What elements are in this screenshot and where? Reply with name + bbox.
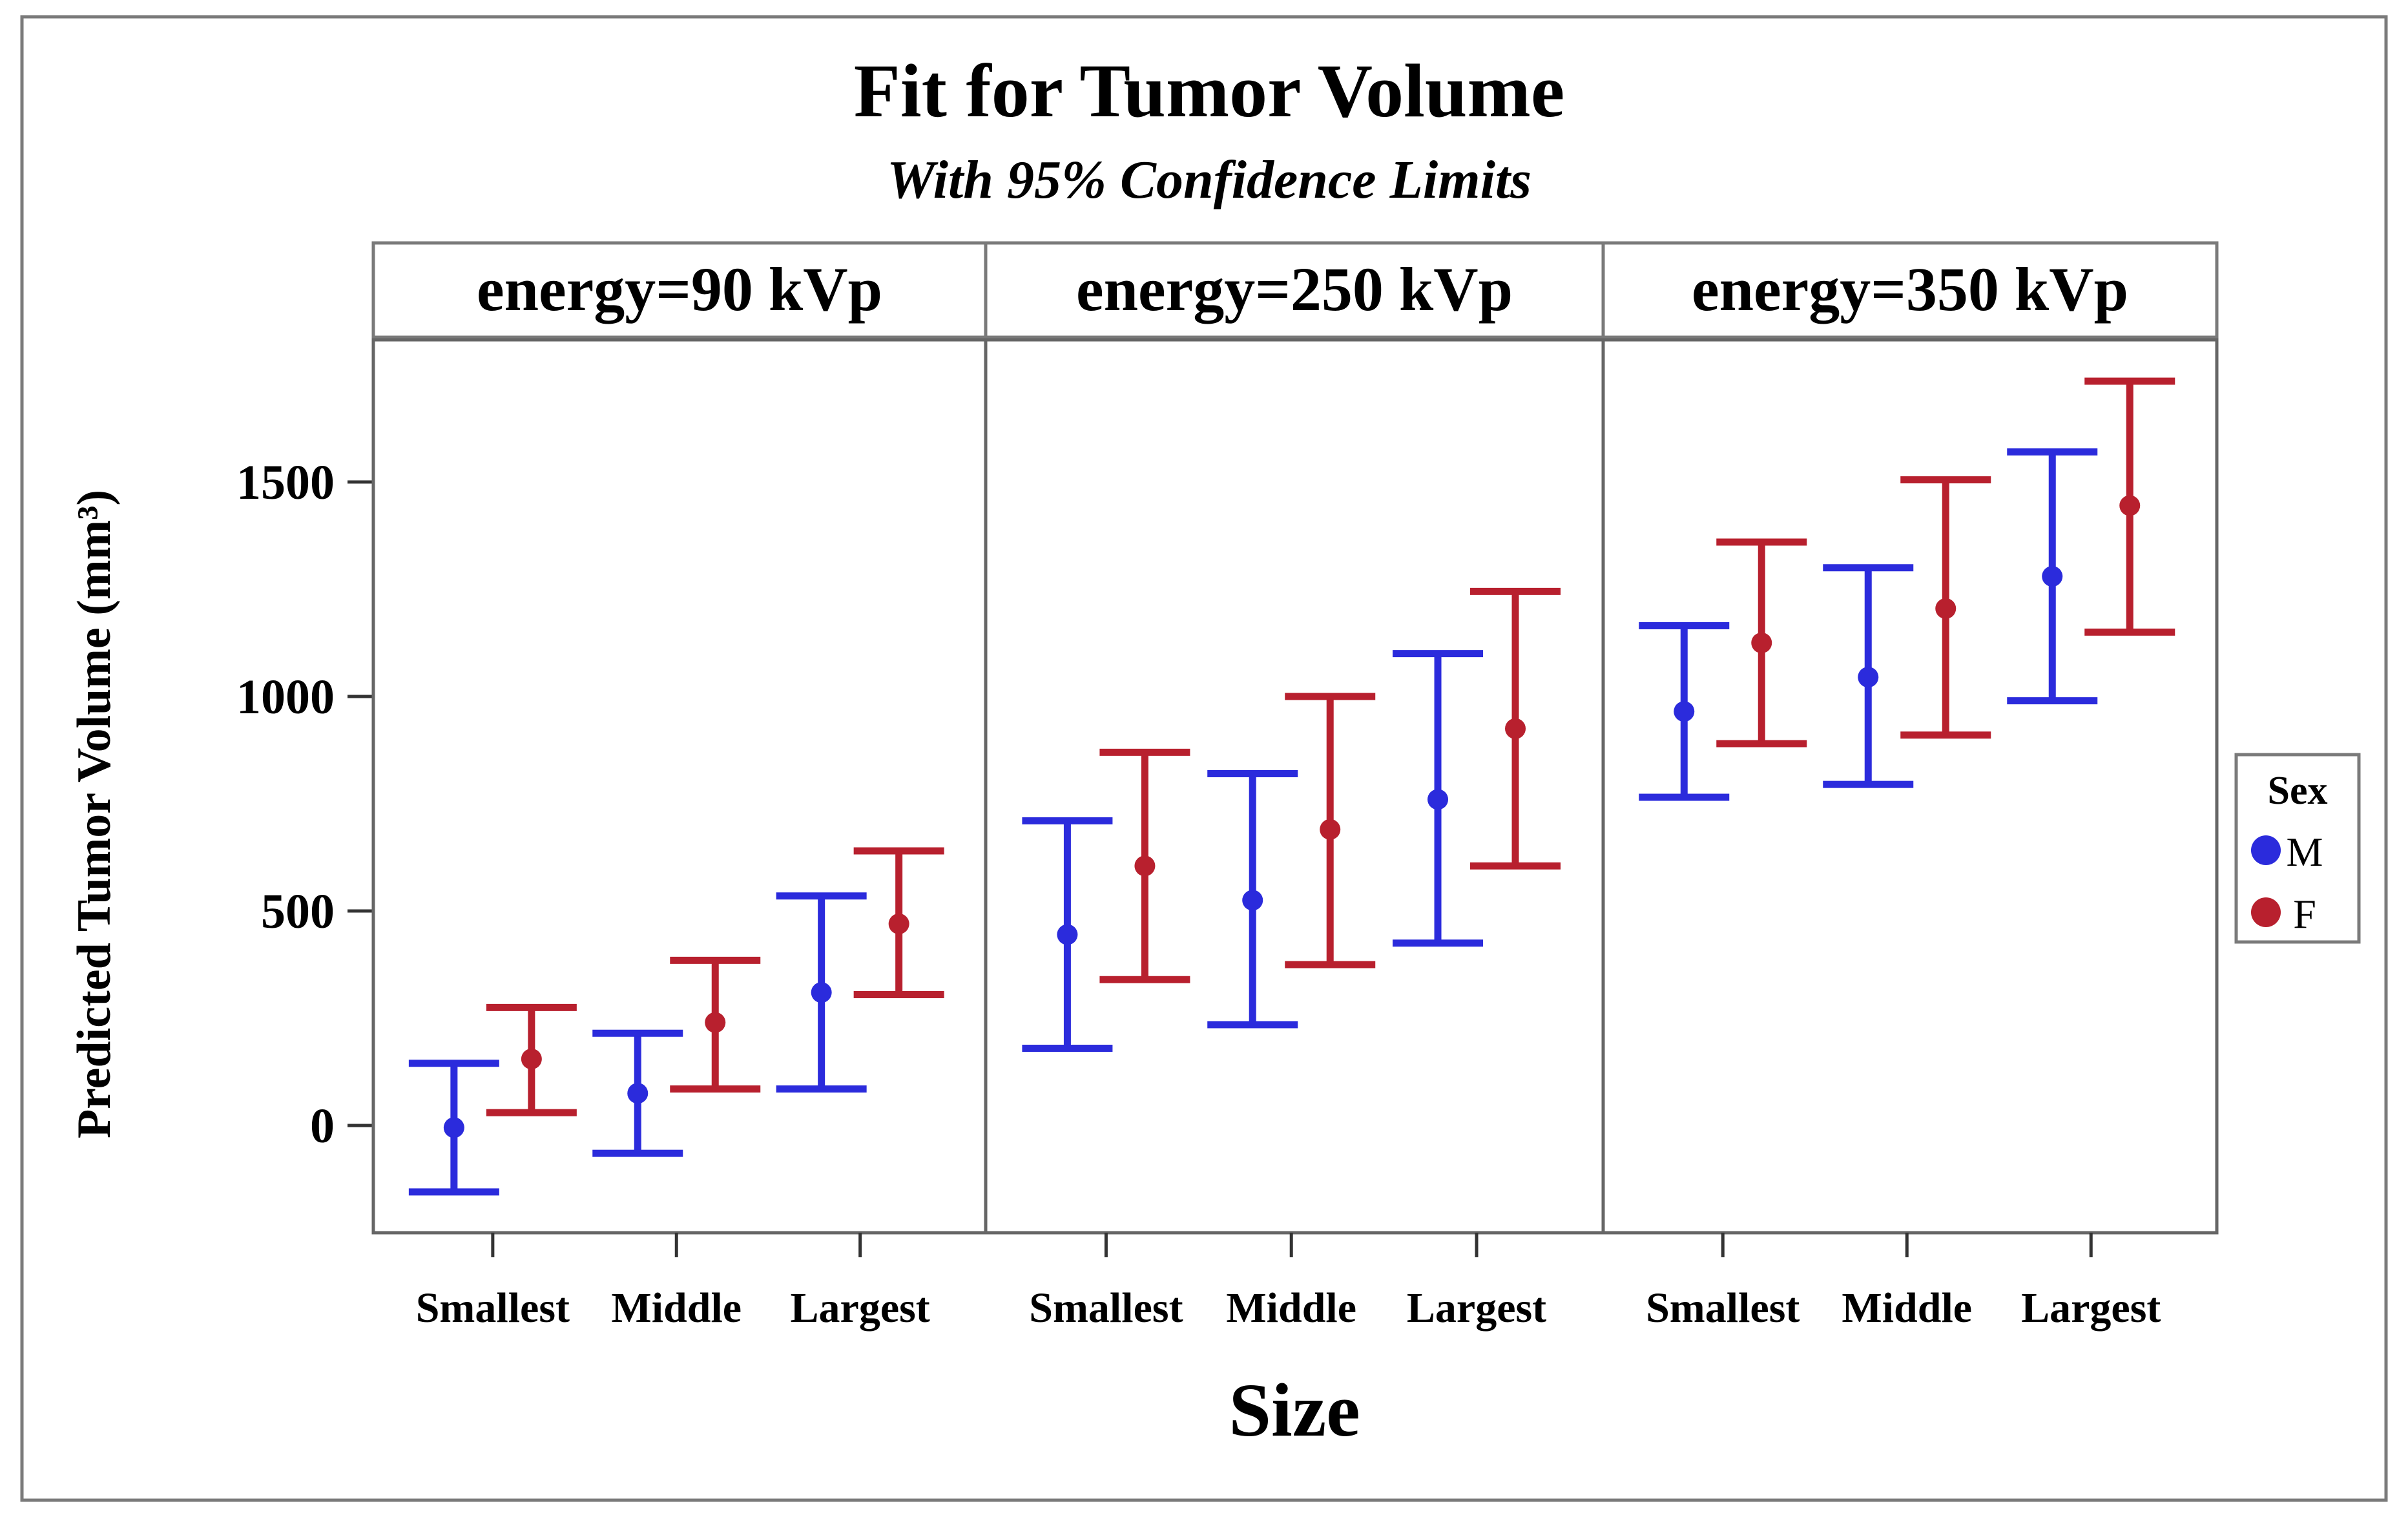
legend-label-f: F xyxy=(2293,891,2316,937)
panel-label-3: energy=350 kVp xyxy=(1692,255,2128,324)
point-m xyxy=(1674,701,1695,722)
point-m xyxy=(2042,566,2063,587)
y-tick-label: 1500 xyxy=(236,455,335,510)
legend-label-m: M xyxy=(2287,829,2323,875)
x-axis-label: Size xyxy=(1229,1368,1360,1452)
y-tick-label: 1000 xyxy=(236,670,335,724)
panel-header-3 xyxy=(1601,241,2219,339)
point-f xyxy=(888,913,909,934)
point-m xyxy=(443,1117,464,1138)
chart-title: Fit for Tumor Volume xyxy=(854,48,1564,133)
x-tick-label: Middle xyxy=(1842,1284,1972,1332)
x-tick-label: Largest xyxy=(2021,1284,2161,1332)
point-m xyxy=(1242,890,1263,911)
point-m xyxy=(1057,924,1078,945)
point-f xyxy=(705,1012,726,1033)
point-m xyxy=(627,1083,649,1104)
point-f xyxy=(521,1049,542,1070)
x-tick-label: Smallest xyxy=(1029,1284,1183,1332)
legend-marker-f xyxy=(2251,897,2281,927)
y-axis-label: Predicted Tumor Volume (mm³) xyxy=(68,490,121,1138)
x-tick-label: Smallest xyxy=(416,1284,570,1332)
point-f xyxy=(1320,819,1341,840)
point-m xyxy=(1427,789,1449,810)
legend: Sex M F xyxy=(2234,753,2361,944)
x-tick-label: Middle xyxy=(1226,1284,1356,1332)
point-f xyxy=(1935,598,1956,619)
x-tick-label: Largest xyxy=(1407,1284,1546,1332)
y-tick-label: 500 xyxy=(261,884,335,939)
point-f xyxy=(2119,495,2141,516)
point-m xyxy=(811,982,832,1003)
legend-marker-m xyxy=(2251,835,2281,865)
point-f xyxy=(1751,633,1772,653)
outer-frame xyxy=(20,15,2388,1502)
chart-subtitle: With 95% Confidence Limits xyxy=(887,150,1531,210)
panel-frame-3 xyxy=(1601,338,2219,1235)
point-f xyxy=(1505,718,1526,739)
x-tick-label: Smallest xyxy=(1646,1284,1800,1332)
point-f xyxy=(1134,855,1156,877)
y-tick-label: 0 xyxy=(310,1099,335,1153)
x-tick-label: Middle xyxy=(611,1284,742,1332)
legend-title: Sex xyxy=(2268,769,2328,813)
panel-label-2: energy=250 kVp xyxy=(1076,255,1513,324)
plot-area: 0 500 1000 1500 energy=90 kVp Smallest Middle L… xyxy=(236,241,2219,1332)
x-tick-label: Largest xyxy=(791,1284,930,1332)
point-m xyxy=(1858,667,1879,688)
panel-header-1 xyxy=(371,241,988,339)
panel-label-1: energy=90 kVp xyxy=(477,255,882,324)
